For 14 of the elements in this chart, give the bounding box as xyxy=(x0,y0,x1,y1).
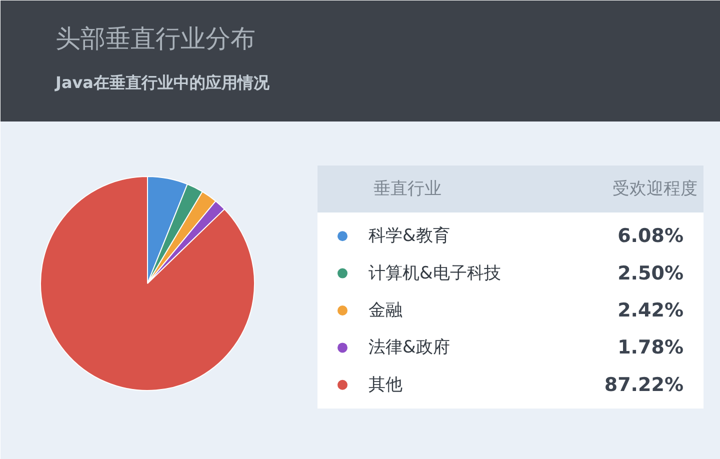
chart-subtitle: Java在垂直行业中的应用情况 xyxy=(54,73,270,92)
data-label: 1.78% xyxy=(618,336,684,359)
legend-label: 计算机&电子科技 xyxy=(368,263,501,284)
data-label: 87.22% xyxy=(604,374,684,396)
legend-label: 其他 xyxy=(368,374,402,395)
text: 受欢迎程度 xyxy=(612,179,698,199)
data-label: 2.50% xyxy=(618,262,684,284)
legend-label: 科学&教育 xyxy=(368,226,450,246)
data-label: 6.08% xyxy=(618,225,684,248)
chart-title: 头部垂直行业分布 xyxy=(56,24,256,53)
legend-label: 法律&政府 xyxy=(368,338,450,358)
legend-title: 垂直行业 xyxy=(374,179,442,199)
data-label: 2.42% xyxy=(618,300,684,322)
legend-label: 金融 xyxy=(368,300,402,320)
